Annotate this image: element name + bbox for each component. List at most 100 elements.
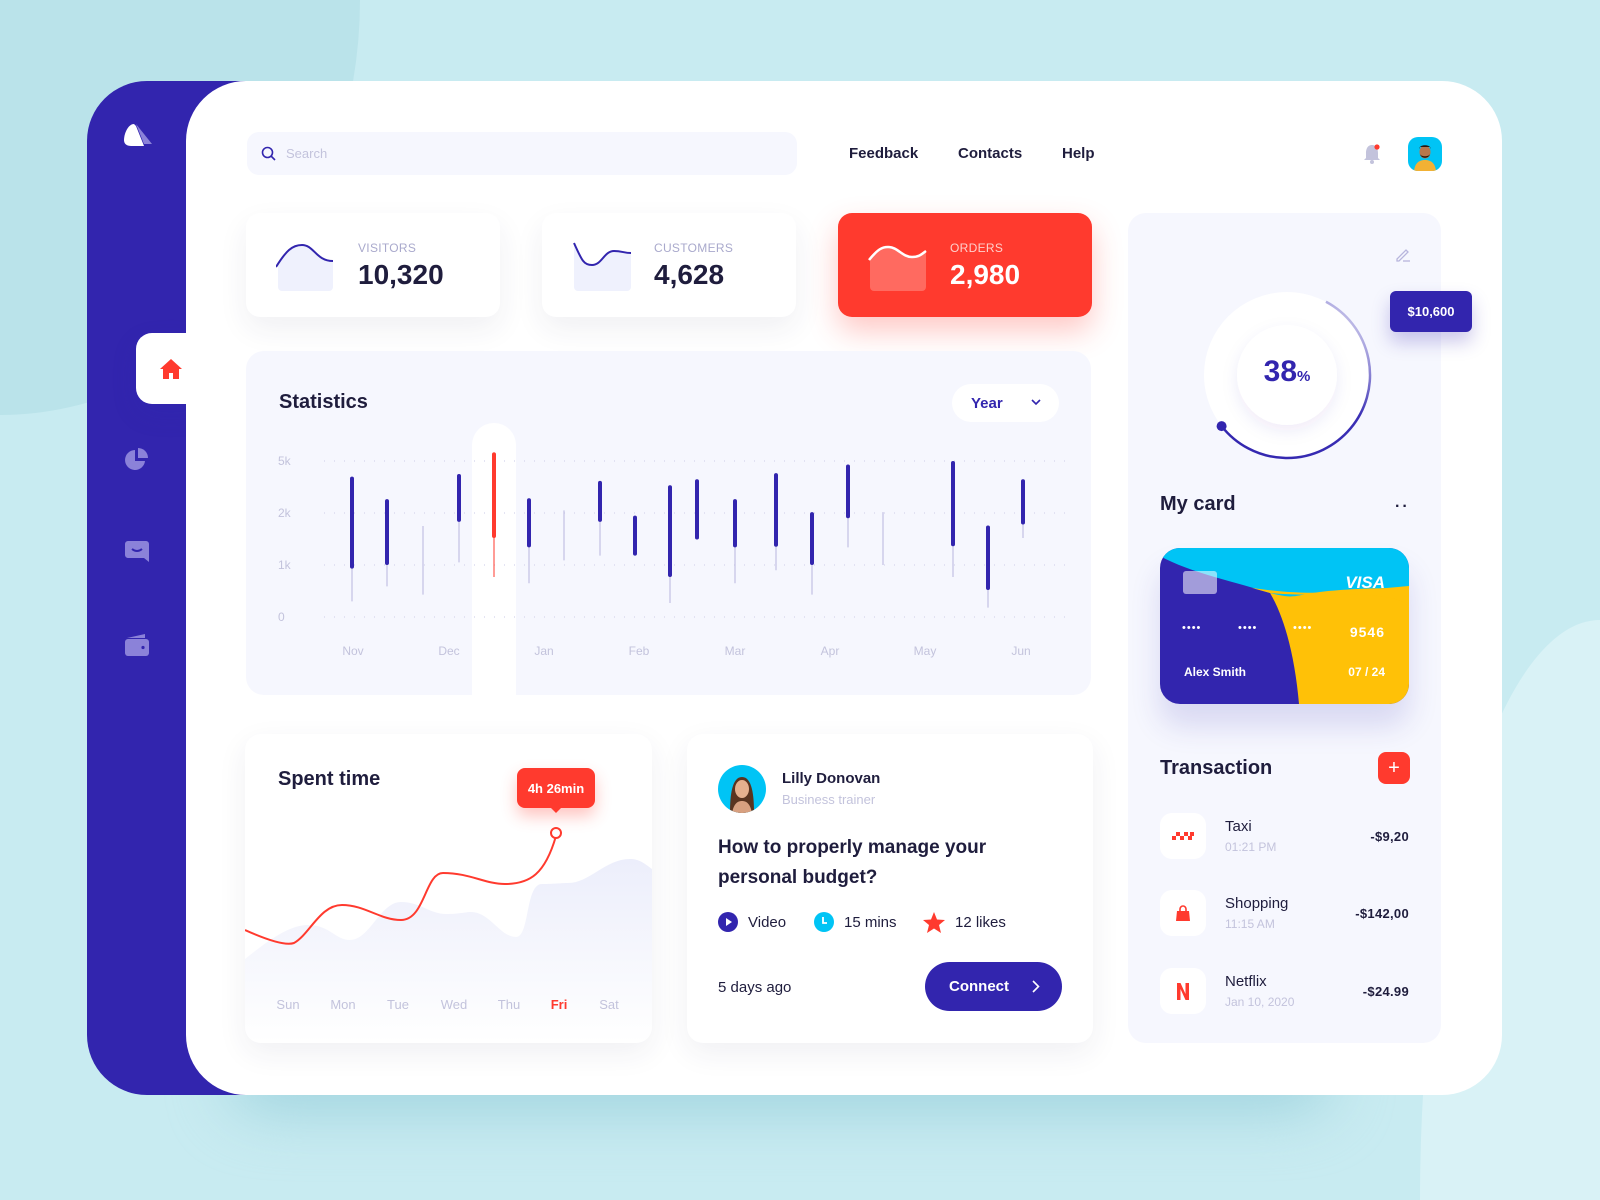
x-tick-label: Jun: [1011, 644, 1030, 658]
orders-sparkline-icon: [868, 245, 927, 291]
candle[interactable]: [774, 473, 778, 571]
candle[interactable]: [668, 485, 672, 603]
stat-value: 2,980: [950, 259, 1021, 290]
day-label[interactable]: Sun: [276, 997, 300, 1012]
star-icon: [923, 912, 945, 933]
article-title-line: How to properly manage your: [718, 837, 987, 858]
statistics-title: Statistics: [279, 391, 368, 413]
candle[interactable]: [492, 452, 496, 577]
bell-icon: [1364, 144, 1380, 164]
add-transaction-button[interactable]: +: [1378, 752, 1410, 784]
card-number-group: ••••: [1238, 622, 1258, 634]
my-card-title: My card: [1160, 493, 1236, 515]
edit-button[interactable]: [1395, 247, 1411, 268]
customers-sparkline-icon: [573, 242, 632, 291]
candle[interactable]: [1021, 479, 1025, 538]
day-label[interactable]: Sat: [599, 997, 619, 1012]
transaction-time: 01:21 PM: [1225, 840, 1277, 854]
x-tick-label: May: [914, 644, 937, 658]
transaction-name: Taxi: [1225, 818, 1252, 835]
netflix-icon: [1160, 968, 1206, 1014]
x-tick-label: Nov: [342, 644, 363, 658]
more-options-icon[interactable]: ··: [1395, 498, 1410, 515]
candle[interactable]: [810, 512, 814, 595]
spent-time-area: [245, 859, 652, 1043]
chevron-down-icon: [1031, 399, 1041, 406]
notification-button[interactable]: [1362, 143, 1382, 170]
sidebar-item-analytics[interactable]: [124, 447, 150, 478]
play-icon: [718, 912, 738, 932]
chevron-right-icon: [1032, 980, 1040, 993]
meta-duration: 15 mins: [814, 912, 897, 932]
candle[interactable]: [951, 461, 955, 577]
candle-body: [598, 480, 602, 522]
author-avatar[interactable]: [718, 765, 766, 813]
gauge-percent-sign: %: [1297, 368, 1311, 385]
day-label[interactable]: Fri: [550, 997, 568, 1012]
spent-time-card: Spent time 4h 26min Sun Mon Tue Wed Thu Fri Sa…: [245, 734, 652, 1043]
user-avatar[interactable]: [1408, 137, 1442, 171]
candle-body: [810, 512, 814, 565]
candle-body: [350, 476, 354, 569]
day-label[interactable]: Thu: [497, 997, 521, 1012]
candle[interactable]: [846, 464, 850, 548]
tooltip-text: 4h 26min: [527, 780, 585, 796]
connect-label: Connect: [949, 978, 1009, 995]
candle-body: [633, 515, 637, 556]
nav-feedback[interactable]: Feedback: [849, 145, 919, 162]
sidebar-item-wallet[interactable]: [124, 632, 150, 663]
search-bar[interactable]: [247, 132, 797, 175]
plus-icon: +: [1388, 756, 1400, 779]
transaction-time: 11:15 AM: [1225, 917, 1275, 931]
stat-label: ORDERS: [950, 241, 1004, 255]
wallet-icon: [125, 634, 149, 656]
connect-button[interactable]: Connect: [925, 962, 1062, 1011]
meta-likes: 12 likes: [923, 912, 1006, 933]
nav-contacts[interactable]: Contacts: [958, 145, 1023, 162]
candle[interactable]: [385, 499, 389, 587]
candle-body: [951, 461, 955, 547]
candle[interactable]: [350, 476, 354, 602]
candle[interactable]: [695, 479, 699, 540]
y-tick-label: 1k: [278, 558, 292, 572]
gauge-handle[interactable]: [1216, 421, 1227, 432]
credit-card[interactable]: VISA •••• •••• •••• 9546 Alex Smith 07 /…: [1160, 548, 1409, 704]
sidebar-item-messages[interactable]: [124, 540, 150, 569]
candle-body: [733, 499, 737, 548]
chat-icon: [125, 541, 149, 562]
x-tick-label: Jan: [534, 644, 553, 658]
search-input[interactable]: [286, 146, 766, 161]
period-select-value: Year: [971, 394, 1003, 412]
candle[interactable]: [633, 515, 637, 556]
candle[interactable]: [598, 480, 602, 556]
x-tick-label: Feb: [629, 644, 650, 658]
pencil-icon: [1396, 249, 1410, 262]
candle[interactable]: [457, 474, 461, 563]
home-icon: [160, 358, 182, 379]
candle-body: [385, 499, 389, 565]
gauge-percent: 38: [1263, 355, 1298, 388]
article-title[interactable]: How to properly manage your personal bud…: [718, 833, 986, 893]
statistics-chart: 5k 2k 1k 0 Nov Dec Jan Feb Mar Apr May Jun: [278, 423, 1071, 695]
stat-card-visitors[interactable]: VISITORS 10,320: [246, 213, 500, 317]
candle[interactable]: [527, 498, 531, 584]
nav-help[interactable]: Help: [1062, 145, 1095, 162]
transaction-title: Transaction: [1160, 757, 1273, 779]
stat-card-customers[interactable]: CUSTOMERS 4,628: [542, 213, 796, 317]
spent-time-title: Spent time: [278, 768, 381, 790]
day-label[interactable]: Mon: [330, 997, 356, 1012]
day-label[interactable]: Tue: [387, 997, 409, 1012]
stat-card-orders[interactable]: ORDERS 2,980: [838, 213, 1092, 317]
candle-body: [668, 485, 672, 577]
shopping-bag-icon: [1160, 890, 1206, 936]
candle[interactable]: [733, 499, 737, 584]
period-select[interactable]: Year: [952, 384, 1059, 422]
app-logo[interactable]: [122, 122, 156, 153]
day-label[interactable]: Wed: [440, 997, 468, 1012]
candle[interactable]: [986, 525, 990, 608]
spent-time-point[interactable]: [550, 827, 562, 839]
candle-body: [492, 452, 496, 538]
stat-value: 4,628: [654, 259, 725, 290]
y-tick-label: 2k: [278, 506, 292, 520]
spent-time-tooltip: 4h 26min: [517, 768, 595, 813]
